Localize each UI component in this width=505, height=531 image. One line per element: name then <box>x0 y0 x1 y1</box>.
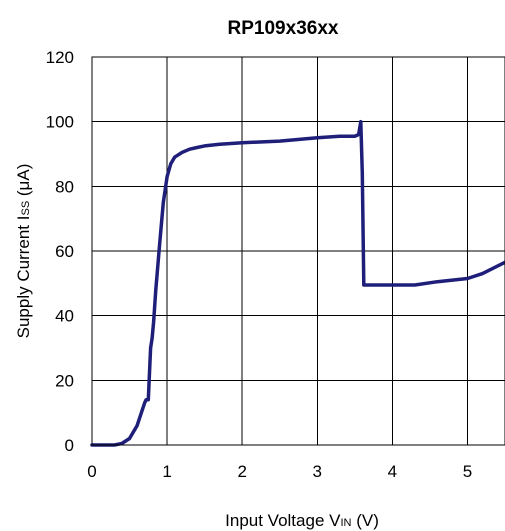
chart-title: RP109x36xx <box>228 18 339 39</box>
y-axis-label: Supply Current ISS (μA) <box>14 164 33 339</box>
y-axis-label-main: Supply Current I <box>14 216 33 339</box>
plot-frame <box>91 56 505 446</box>
y-tick-label: 80 <box>55 177 74 196</box>
x-axis-label: Input Voltage VIN (V) <box>225 511 379 530</box>
y-tick-label: 60 <box>55 242 74 261</box>
x-tick-labels: 0 1 2 3 4 5 <box>87 462 472 481</box>
y-tick-label: 20 <box>55 371 74 390</box>
series-line-supply-current <box>90 119 505 447</box>
x-tick-label: 1 <box>162 462 171 481</box>
y-tick-label: 40 <box>55 307 74 326</box>
x-tick-label: 5 <box>463 462 472 481</box>
y-tick-label: 100 <box>46 113 74 132</box>
y-tick-label: 120 <box>46 48 74 67</box>
y-axis-label-unit: (μA) <box>14 164 33 201</box>
x-tick-label: 4 <box>388 462 397 481</box>
x-axis-label-unit: (V) <box>351 511 378 530</box>
x-axis-label-main: Input Voltage V <box>225 511 341 530</box>
y-axis-label-sub: SS <box>20 201 32 216</box>
x-tick-label: 3 <box>313 462 322 481</box>
grid-lines <box>92 57 505 445</box>
y-tick-labels: 0 20 40 60 80 100 120 <box>46 48 74 455</box>
x-tick-label: 0 <box>87 462 96 481</box>
x-axis-label-sub: IN <box>340 517 351 529</box>
y-tick-label: 0 <box>65 436 74 455</box>
x-tick-label: 2 <box>237 462 246 481</box>
